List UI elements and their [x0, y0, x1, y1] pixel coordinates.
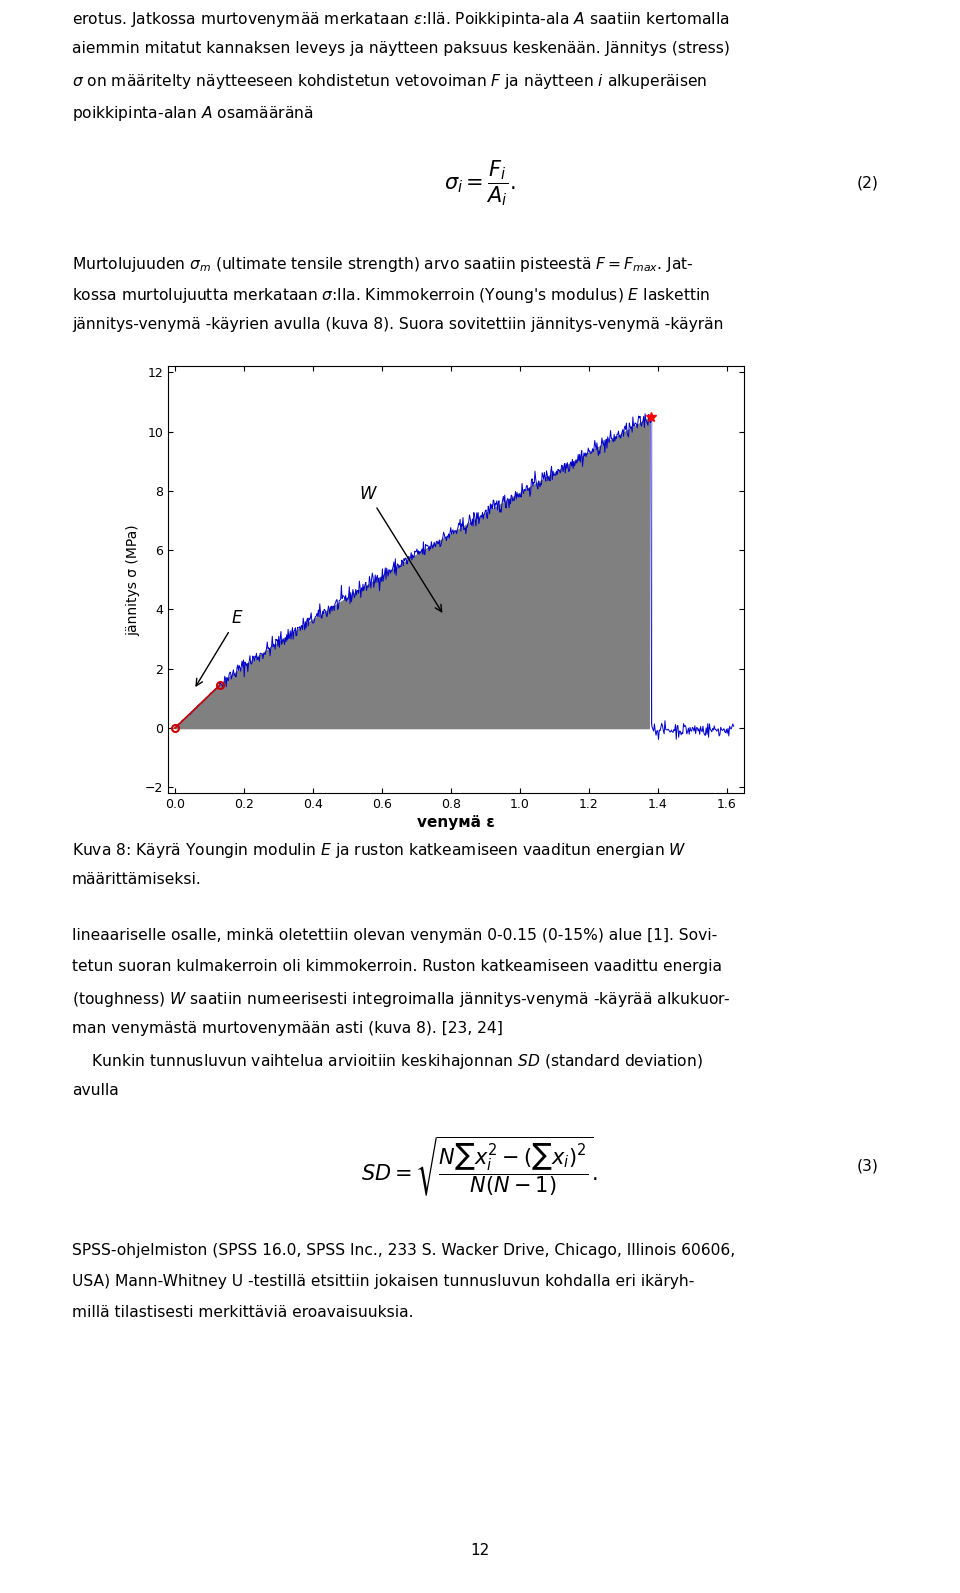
Text: $\sigma$ on määritelty näytteeseen kohdistetun vetovoiman $F$ ja näytteen $i$ al: $\sigma$ on määritelty näytteeseen kohdi… — [72, 72, 708, 91]
Text: (3): (3) — [856, 1158, 878, 1174]
Text: millä tilastisesti merkittäviä eroavaisuuksia.: millä tilastisesti merkittäviä eroavaisu… — [72, 1305, 414, 1321]
Text: kossa murtolujuutta merkataan $\sigma$:lla. Kimmokerroin (Young's modulus) $E$ l: kossa murtolujuutta merkataan $\sigma$:l… — [72, 287, 710, 304]
Text: Kunkin tunnusluvun vaihtelua arvioitiin keskihajonnan $SD$ (standard deviation): Kunkin tunnusluvun vaihtelua arvioitiin … — [72, 1053, 703, 1072]
Text: erotus. Jatkossa murtovenymää merkataan $\varepsilon$:llä. Poikkipinta-ala $A$ s: erotus. Jatkossa murtovenymää merkataan … — [72, 10, 730, 29]
Text: man venymästä murtovenymään asti (kuva 8). [23, 24]: man venymästä murtovenymään asti (kuva 8… — [72, 1021, 503, 1037]
Text: $\sigma_i = \dfrac{F_i}{A_i}.$: $\sigma_i = \dfrac{F_i}{A_i}.$ — [444, 158, 516, 209]
Text: (toughness) $W$ saatiin numeerisesti integroimalla jännitys-venymä -käyrää alkuk: (toughness) $W$ saatiin numeerisesti int… — [72, 991, 731, 1010]
Text: poikkipinta-alan $A$ osamääränä: poikkipinta-alan $A$ osamääränä — [72, 104, 314, 123]
Text: tetun suoran kulmakerroin oli kimmokerroin. Ruston katkeamiseen vaadittu energia: tetun suoran kulmakerroin oli kimmokerro… — [72, 959, 722, 975]
Text: Murtolujuuden $\sigma_m$ (ultimate tensile strength) arvo saatiin pisteestä $F =: Murtolujuuden $\sigma_m$ (ultimate tensi… — [72, 255, 694, 274]
Text: aiemmin mitatut kannaksen leveys ja näytteen paksuus keskenään. Jännitys (stress: aiemmin mitatut kannaksen leveys ja näyt… — [72, 41, 730, 56]
Text: Kuva 8: Käyrä Youngin modulin $E$ ja ruston katkeamiseen vaaditun energian $W$: Kuva 8: Käyrä Youngin modulin $E$ ja rus… — [72, 841, 686, 860]
Text: $W$: $W$ — [359, 484, 442, 612]
Text: $SD = \sqrt{\dfrac{N \sum x_i^2 - (\sum x_i)^2}{N(N-1)}}.$: $SD = \sqrt{\dfrac{N \sum x_i^2 - (\sum … — [362, 1134, 598, 1198]
Text: määrittämiseksi.: määrittämiseksi. — [72, 873, 202, 887]
Text: SPSS-ohjelmiston (SPSS 16.0, SPSS Inc., 233 S. Wacker Drive, Chicago, Illinois 6: SPSS-ohjelmiston (SPSS 16.0, SPSS Inc., … — [72, 1243, 735, 1258]
X-axis label: venyмä ε: venyмä ε — [418, 816, 494, 830]
Text: USA) Mann-Whitney U -testillä etsittiin jokaisen tunnusluvun kohdalla eri ikäryh: USA) Mann-Whitney U -testillä etsittiin … — [72, 1274, 694, 1289]
Text: (2): (2) — [856, 175, 878, 191]
Text: avulla: avulla — [72, 1083, 119, 1099]
Text: jännitys-venymä -käyrien avulla (kuva 8). Suora sovitettiin jännitys-venymä -käy: jännitys-venymä -käyrien avulla (kuva 8)… — [72, 317, 724, 331]
Text: 12: 12 — [470, 1544, 490, 1558]
Y-axis label: jännitys σ (MPa): jännitys σ (MPa) — [127, 524, 140, 636]
Text: $E$: $E$ — [196, 610, 243, 687]
Text: lineaariselle osalle, minkä oletettiin olevan venymän 0-0.15 (0-15%) alue [1]. S: lineaariselle osalle, minkä oletettiin o… — [72, 929, 717, 943]
